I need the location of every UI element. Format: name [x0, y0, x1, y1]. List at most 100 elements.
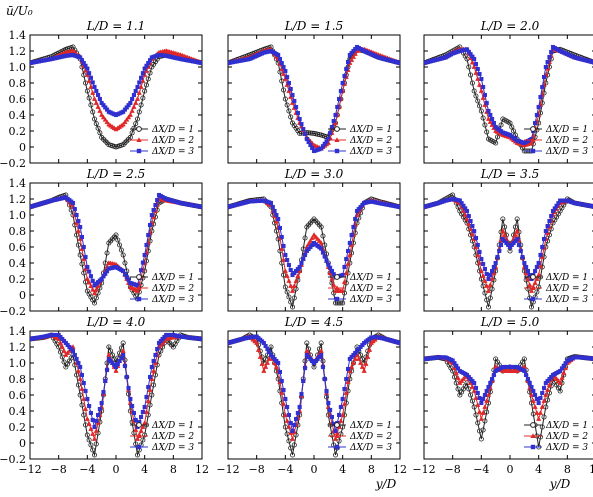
legend-marker: [334, 444, 340, 450]
x-tick-label: −4: [79, 463, 95, 476]
data-point: [299, 260, 304, 266]
data-point: [131, 410, 136, 416]
legend-label: ΔX/D = 3: [349, 147, 392, 157]
data-point: [460, 208, 467, 213]
data-point: [86, 279, 92, 285]
data-point: [488, 272, 493, 278]
data-point: [482, 278, 488, 283]
data-point: [151, 358, 156, 364]
data-point: [93, 286, 99, 292]
data-point: [134, 436, 141, 441]
x-tick-label: −4: [473, 463, 489, 476]
data-point: [145, 76, 151, 82]
data-point: [151, 207, 156, 213]
data-point: [302, 235, 308, 241]
legend-label: ΔX/D = 3: [545, 295, 588, 305]
data-point: [78, 364, 83, 370]
data-point: [288, 86, 293, 92]
data-point: [534, 410, 540, 415]
data-point: [81, 380, 86, 386]
data-point: [351, 224, 356, 230]
data-point: [332, 452, 338, 458]
data-point: [539, 404, 545, 409]
data-point: [145, 398, 151, 403]
data-point: [557, 388, 563, 394]
data-point: [536, 284, 542, 290]
data-point: [482, 392, 487, 398]
data-point: [144, 242, 149, 248]
data-point: [488, 112, 493, 118]
data-point: [343, 390, 349, 395]
data-point: [286, 438, 292, 444]
data-point: [477, 71, 482, 77]
data-point: [288, 267, 293, 273]
data-point: [543, 392, 549, 397]
data-point: [76, 218, 81, 224]
data-point: [471, 404, 477, 410]
data-point: [397, 204, 400, 210]
data-point: [99, 112, 105, 117]
data-point: [469, 384, 475, 389]
legend: ΔX/D = 1ΔX/D = 2ΔX/D = 3: [524, 273, 588, 305]
data-point: [484, 271, 489, 277]
data-point: [301, 378, 306, 384]
data-point: [90, 109, 96, 115]
legend-label: ΔX/D = 1: [349, 125, 392, 135]
plot-area: [424, 44, 593, 154]
data-point: [343, 270, 349, 275]
data-point: [139, 268, 144, 273]
data-point: [363, 361, 369, 366]
legend-label: ΔX/D = 2: [349, 136, 392, 146]
data-point: [340, 412, 346, 417]
data-point: [254, 340, 260, 345]
data-point: [464, 216, 470, 221]
data-point: [133, 417, 138, 423]
data-point: [468, 392, 474, 398]
data-point: [322, 376, 327, 382]
legend-marker: [530, 126, 536, 132]
data-point: [147, 70, 153, 76]
legend-label: ΔX/D = 3: [349, 443, 392, 453]
data-point: [291, 283, 297, 288]
data-point: [462, 212, 468, 217]
data-point: [480, 427, 486, 433]
data-point: [88, 426, 94, 431]
data-point: [475, 98, 481, 104]
data-point: [94, 418, 99, 424]
series-line: [30, 50, 202, 131]
data-point: [469, 80, 475, 86]
data-point: [149, 212, 154, 218]
data-point: [332, 436, 339, 441]
data-point: [104, 119, 110, 125]
data-point: [149, 392, 155, 398]
legend-label: ΔX/D = 2: [349, 432, 392, 442]
y-tick-label: 1.4: [9, 29, 27, 42]
plot-area: [424, 192, 593, 310]
data-point: [482, 290, 488, 296]
y-tick-label: 0.4: [9, 405, 27, 418]
data-point: [464, 208, 470, 214]
data-point: [88, 410, 93, 416]
data-point: [134, 96, 141, 101]
data-point: [475, 252, 481, 257]
data-point: [366, 347, 373, 352]
legend-marker: [334, 285, 340, 290]
panel-title: L/D = 3.0: [284, 167, 344, 181]
data-point: [540, 244, 545, 250]
data-point: [61, 348, 67, 353]
data-point: [520, 254, 525, 260]
x-tick-label: 4: [141, 463, 148, 476]
data-point: [487, 295, 493, 301]
data-point: [284, 418, 290, 423]
data-point: [115, 237, 121, 243]
data-point: [134, 288, 141, 293]
data-point: [326, 400, 331, 406]
data-point: [479, 76, 484, 82]
data-point: [532, 404, 538, 409]
data-point: [147, 374, 153, 380]
legend-marker: [334, 148, 340, 154]
data-point: [309, 130, 315, 136]
legend-label: ΔX/D = 1: [349, 421, 392, 431]
data-point: [466, 386, 472, 392]
